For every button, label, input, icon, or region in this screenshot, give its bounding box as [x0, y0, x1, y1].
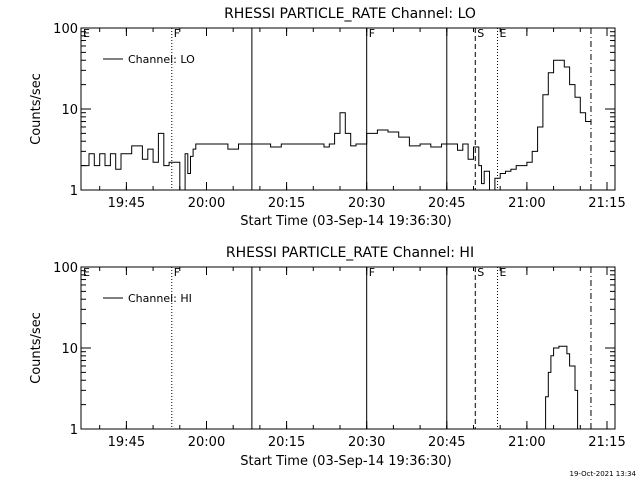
series-line	[81, 59, 592, 191]
x-tick-label: 20:30	[348, 196, 385, 211]
x-tick-label: 20:45	[428, 435, 465, 450]
y-axis-label: Counts/sec	[29, 73, 44, 145]
legend-label: Channel: LO	[128, 53, 195, 66]
x-tick-label: 20:30	[348, 435, 385, 450]
series-line	[542, 345, 579, 430]
x-tick-label: 21:00	[508, 196, 545, 211]
chart-title: RHESSI PARTICLE_RATE Channel: LO	[224, 6, 476, 22]
x-tick-label: 20:00	[188, 196, 225, 211]
event-flag: E	[83, 27, 90, 40]
panel-lo: RHESSI PARTICLE_RATE Channel: LO 19:45 20…	[29, 6, 626, 229]
legend: Channel: LO	[103, 53, 195, 66]
chart-title: RHESSI PARTICLE_RATE Channel: HI	[226, 245, 474, 261]
event-flag: E	[83, 266, 90, 279]
event-flag: E	[500, 266, 507, 279]
x-ticks: 19:45 20:00 20:15 20:30 20:45 21:00 21:15	[99, 267, 626, 450]
event-flag: F	[174, 27, 180, 40]
x-tick-label: 20:15	[268, 196, 305, 211]
x-tick-label: 21:15	[588, 435, 625, 450]
legend-label: Channel: HI	[128, 292, 192, 305]
event-flag: F	[174, 266, 180, 279]
x-tick-label: 20:00	[188, 435, 225, 450]
x-axis-label: Start Time (03-Sep-14 19:36:30)	[240, 454, 451, 469]
x-tick-label: 20:45	[428, 196, 465, 211]
y-axis-label: Counts/sec	[29, 312, 44, 384]
y-tick-label: 10	[61, 342, 78, 357]
series-group	[542, 345, 579, 430]
y-tick-label: 100	[53, 261, 78, 276]
x-axis-label: Start Time (03-Sep-14 19:36:30)	[240, 214, 451, 229]
timestamp: 19-Oct-2021 13:34	[570, 470, 637, 478]
x-tick-label: 20:15	[268, 435, 305, 450]
event-markers	[171, 28, 592, 190]
y-tick-label: 1	[70, 423, 78, 438]
x-tick-label: 19:45	[108, 435, 145, 450]
panel-hi: RHESSI PARTICLE_RATE Channel: HI 19:45 20…	[29, 245, 626, 469]
y-tick-label: 1	[70, 184, 78, 199]
x-tick-label: 19:45	[108, 196, 145, 211]
event-flag: F	[369, 266, 375, 279]
y-tick-label: 100	[53, 22, 78, 37]
x-tick-label: 21:15	[588, 196, 625, 211]
event-markers	[171, 267, 592, 429]
event-flag: F	[369, 27, 375, 40]
legend: Channel: HI	[103, 292, 192, 305]
x-tick-label: 21:00	[508, 435, 545, 450]
event-flag: S	[477, 27, 484, 40]
series-group	[81, 59, 592, 191]
y-tick-label: 10	[61, 103, 78, 118]
y-ticks: 1 10 100	[53, 261, 615, 438]
y-ticks: 1 10 100	[53, 22, 615, 199]
event-flag: E	[500, 27, 507, 40]
event-flag: S	[477, 266, 484, 279]
